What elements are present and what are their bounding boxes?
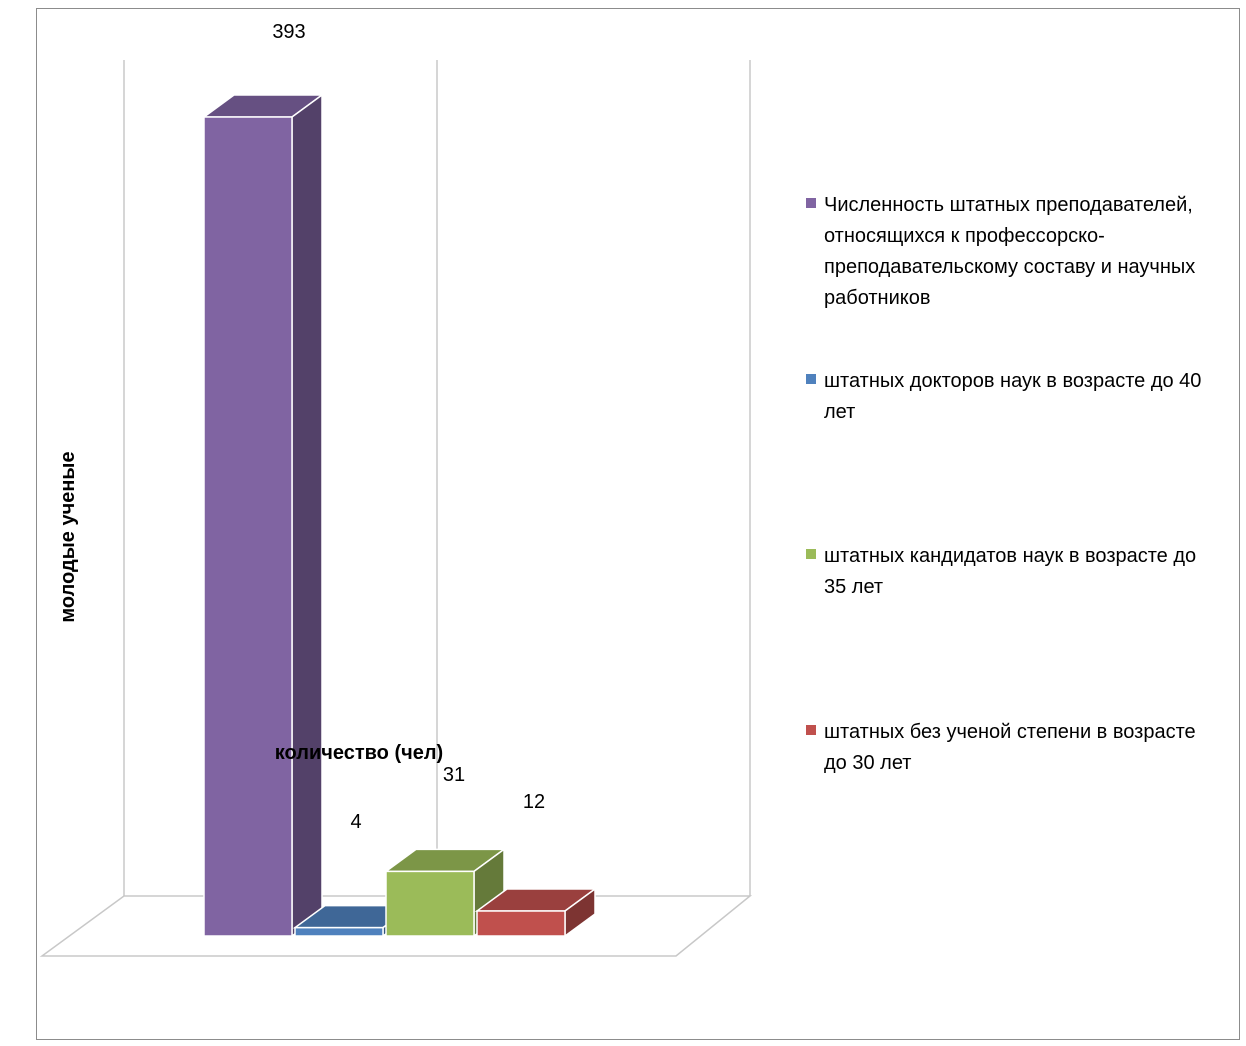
bar-3-front [476,910,566,937]
bar-1-front [294,926,384,937]
legend-swatch-1 [806,374,816,384]
bar-0-front [203,116,293,937]
legend-item-1: штатных докторов наук в возрасте до 40 л… [806,366,1206,428]
legend-item-0: Численность штатных преподавателей, отно… [806,190,1206,314]
legend-label-1: штатных докторов наук в возрасте до 40 л… [824,370,1202,423]
grid-3d-walls [39,60,753,957]
y-axis-title: молодые ученые [57,451,79,622]
legend-label-2: штатных кандидатов наук в возрасте до 35… [824,545,1197,598]
data-label-0: 393 [272,21,305,43]
data-label-2: 31 [443,764,465,786]
data-labels-layer: 393 4 31 12 [272,21,545,833]
bar-3 [474,887,598,938]
legend-item-3: штатных без ученой степени в возрасте до… [806,717,1206,779]
bar-2-front [385,870,475,937]
bar-0 [201,93,325,938]
legend-label-3: штатных без ученой степени в возрасте до… [824,721,1196,774]
legend-item-2: штатных кандидатов наук в возрасте до 35… [806,541,1206,603]
data-label-3: 12 [523,791,545,813]
legend-swatch-2 [806,549,816,559]
legend-swatch-3 [806,725,816,735]
x-axis-title: количество (чел) [275,742,443,764]
legend-label-0: Численность штатных преподавателей, отно… [824,194,1196,309]
bar-0-side [291,93,323,938]
legend-swatch-0 [806,198,816,208]
bars-layer [201,93,598,938]
data-label-1: 4 [350,811,361,833]
